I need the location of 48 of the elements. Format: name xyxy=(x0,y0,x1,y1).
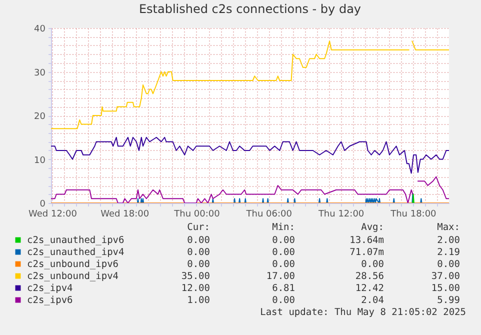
text: 2.19 xyxy=(437,247,460,258)
text: 13.64m xyxy=(350,235,384,246)
text: 35.00 xyxy=(181,271,210,282)
legend-label: c2s_ipv4 xyxy=(27,283,74,294)
y-tick-label: 20 xyxy=(34,112,46,122)
line-series xyxy=(51,136,449,174)
text: 0.00 xyxy=(187,235,210,246)
text: 0.00 xyxy=(361,259,384,270)
text: 0.00 xyxy=(187,259,210,270)
text: 0.00 xyxy=(272,235,296,246)
x-tick-label: Thu 00:00 xyxy=(173,210,220,220)
text: 0.00 xyxy=(272,247,296,258)
text: Max: xyxy=(437,222,460,233)
text: 0.00 xyxy=(187,247,210,258)
text: 0.00 xyxy=(272,295,296,306)
text: Avg: xyxy=(361,222,384,233)
text: 15.00 xyxy=(431,283,460,294)
text: Min: xyxy=(272,222,295,233)
legend-label: c2s_unauthed_ipv4 xyxy=(27,247,125,258)
x-tick-label: Thu 18:00 xyxy=(390,210,437,220)
chart-title: Established c2s connections - by day xyxy=(138,2,362,16)
x-tick-label: Wed 18:00 xyxy=(100,210,150,220)
x-tick-label: Thu 06:00 xyxy=(245,210,292,220)
text: 12.42 xyxy=(355,283,384,294)
text: 12.00 xyxy=(181,283,210,294)
y-tick-label: 0 xyxy=(40,200,46,210)
text: 28.56 xyxy=(355,271,384,282)
legend-label: c2s_unbound_ipv4 xyxy=(27,271,119,282)
y-tick-label: 10 xyxy=(34,156,46,166)
text: 6.81 xyxy=(272,283,296,294)
legend-label: c2s_unbound_ipv6 xyxy=(27,259,119,270)
text: 2.04 xyxy=(361,295,384,306)
text: Cur: xyxy=(187,222,210,233)
legend-label: c2s_unauthed_ipv6 xyxy=(27,235,125,246)
x-tick-label: Wed 12:00 xyxy=(28,210,78,220)
y-tick-label: 40 xyxy=(34,24,46,34)
text: 71.07m xyxy=(350,247,384,258)
text: 2.00 xyxy=(437,235,460,246)
text: Last update: Thu May 8 21:05:02 2025 xyxy=(260,307,466,318)
y-tick-label: 30 xyxy=(34,68,46,78)
text: 37.00 xyxy=(431,271,460,282)
text: 0.00 xyxy=(272,259,296,270)
text: 17.00 xyxy=(266,271,296,282)
x-tick-label: Thu 12:00 xyxy=(317,210,364,220)
legend-label: c2s_ipv6 xyxy=(27,295,74,306)
text: 0.00 xyxy=(437,259,460,270)
text: 5.99 xyxy=(437,295,460,306)
text: 1.00 xyxy=(187,295,210,306)
